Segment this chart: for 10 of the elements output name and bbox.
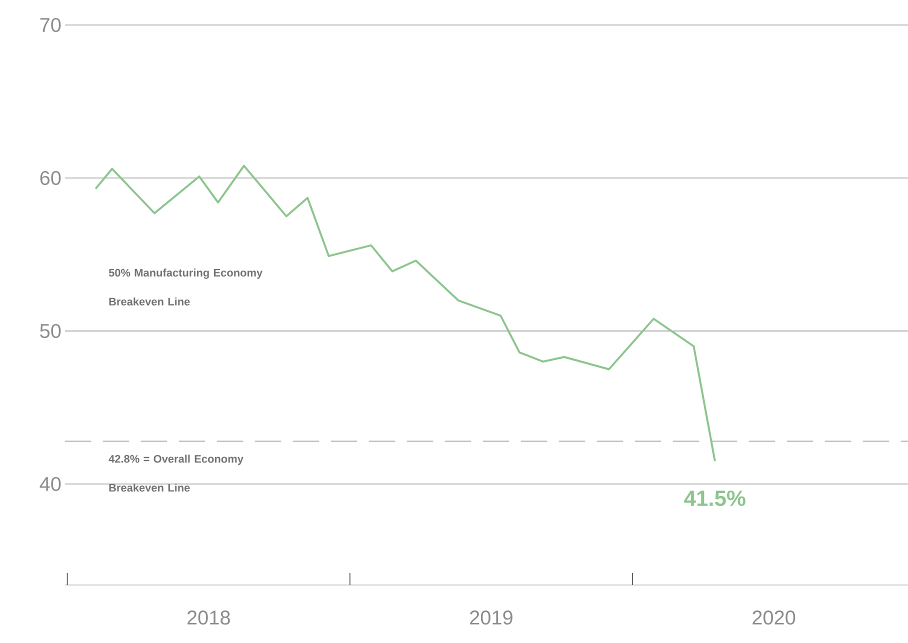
x-tick-label: 2018 [187,610,230,625]
y-tick-label: 50 [40,324,61,338]
x-tick-label: 2020 [752,610,796,625]
x-tick-label: 2019 [470,610,512,625]
y-tick-label: 60 [40,170,61,186]
text: 42.8% = Overall Economy Breakeven Line [108,454,244,492]
y-tick-label: 70 [40,18,61,32]
text: 50% Manufacturing Economy Breakeven Line [108,268,263,306]
annotation: 41.5% [684,490,746,506]
y-tick-label: 40 [40,476,61,492]
